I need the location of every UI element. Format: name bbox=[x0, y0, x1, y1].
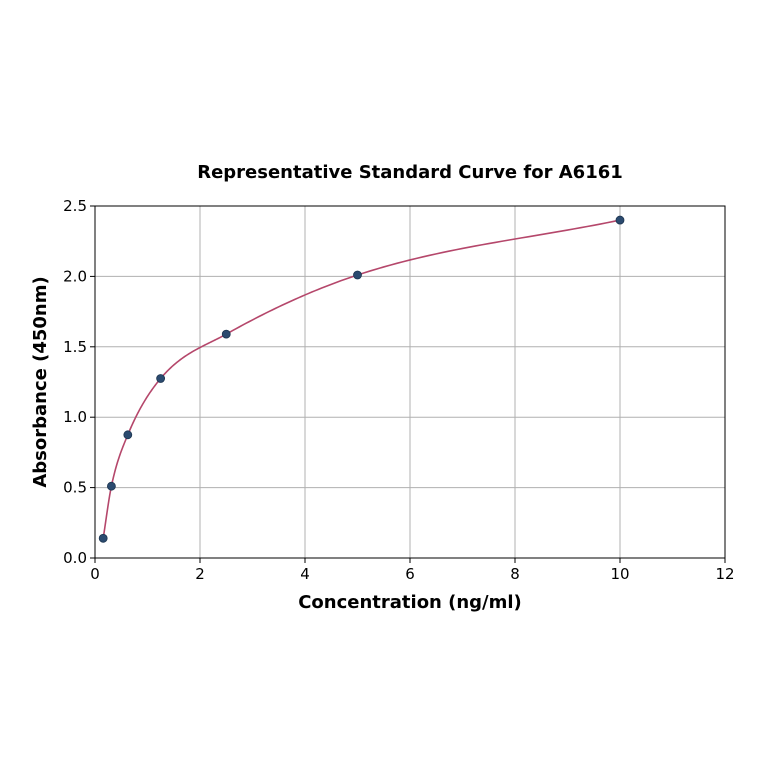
grid-lines bbox=[94, 205, 726, 559]
x-tick-label: 12 bbox=[715, 565, 734, 583]
x-tick-label: 8 bbox=[510, 565, 520, 583]
y-tick-label: 1.0 bbox=[63, 408, 87, 426]
y-tick-label: 1.5 bbox=[63, 338, 87, 356]
data-point bbox=[123, 430, 133, 440]
fit-curve-layer bbox=[102, 219, 621, 539]
data-point bbox=[156, 374, 166, 383]
data-points bbox=[98, 215, 625, 543]
y-tick-label: 0.0 bbox=[63, 549, 87, 567]
fit-curve bbox=[102, 219, 621, 539]
y-tick-label: 2.0 bbox=[63, 267, 87, 285]
x-axis-label: Concentration (ng/ml) bbox=[298, 592, 522, 613]
axis-ticks: 0 2 4 6 8 10 12 0.0 0.5 1.0 1.5 2.0 2.5 bbox=[63, 197, 734, 583]
data-point bbox=[98, 533, 108, 543]
data-point bbox=[615, 215, 625, 225]
data-point bbox=[221, 329, 231, 339]
y-tick-label: 0.5 bbox=[63, 479, 87, 497]
x-tick-label: 0 bbox=[90, 565, 100, 583]
chart-title: Representative Standard Curve for A6161 bbox=[197, 162, 623, 183]
x-tick-label: 2 bbox=[195, 565, 205, 583]
x-tick-label: 6 bbox=[405, 565, 415, 583]
data-point bbox=[353, 270, 362, 280]
x-tick-label: 4 bbox=[300, 565, 310, 583]
x-tick-label: 10 bbox=[610, 565, 629, 583]
y-tick-label: 2.5 bbox=[63, 197, 87, 215]
y-axis-label: Absorbance (450nm) bbox=[30, 276, 51, 487]
data-point bbox=[107, 481, 116, 491]
